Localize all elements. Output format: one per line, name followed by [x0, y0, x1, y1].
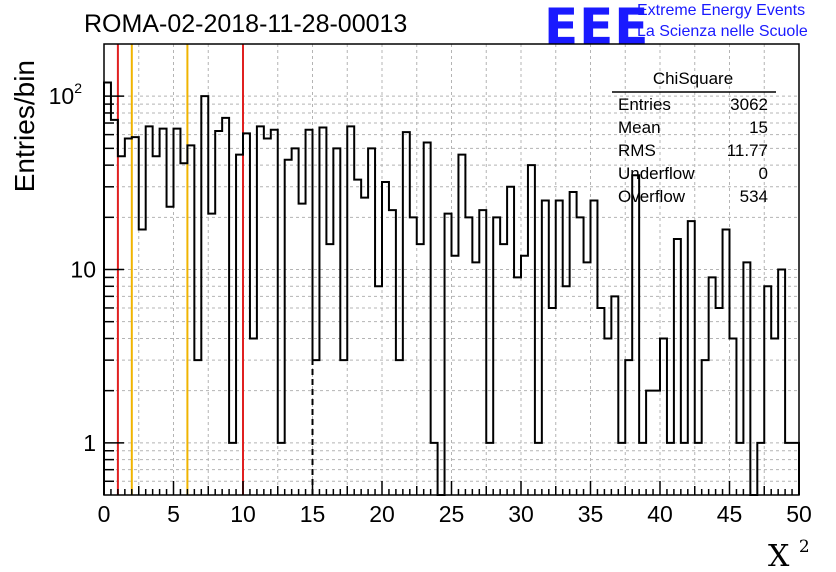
run-title: ROMA-02-2018-11-28-00013 [84, 10, 408, 38]
x-axis-label: X 2 [768, 537, 810, 572]
stats-box: ChiSquare Entries 3062 Mean 15 RMS 11.77 Under… [612, 69, 776, 206]
eee-tagline-1: Extreme Energy Events [637, 2, 806, 19]
x-tick-label: 20 [369, 501, 395, 527]
y-axis-label: Entries/bin [9, 60, 40, 192]
stats-label: Mean [618, 118, 661, 137]
x-tick-label: 0 [98, 501, 111, 527]
stats-value: 15 [749, 118, 768, 137]
stats-label: Overflow [618, 187, 686, 206]
stats-rows: Entries 3062 Mean 15 RMS 11.77 Underflow 0 Overf… [618, 95, 768, 206]
histogram-outline [103, 81, 800, 496]
y-tick-label-superscript: 2 [74, 80, 82, 96]
stats-value: 0 [759, 164, 768, 183]
y-tick-label-base: 10 [49, 83, 75, 109]
x-axis-label-main: X [768, 539, 790, 572]
axis-ticks [103, 95, 800, 495]
y-tick-label: 10 [70, 257, 96, 283]
grid-lines [104, 44, 799, 495]
eee-tagline-2: La Scienza nelle Scuole [637, 23, 808, 40]
x-tick-label: 5 [167, 501, 180, 527]
eee-logo: EEE [544, 0, 650, 56]
y-tick-label: 1 [83, 430, 96, 456]
x-tick-label: 50 [786, 501, 812, 527]
x-axis-label-superscript: 2 [799, 537, 810, 557]
stats-value: 11.77 [727, 141, 768, 160]
x-tick-label: 30 [508, 501, 534, 527]
x-tick-label: 15 [300, 501, 326, 527]
x-tick-label: 25 [439, 501, 465, 527]
stats-value: 534 [740, 187, 768, 206]
x-tick-label: 10 [230, 501, 256, 527]
stats-value: 3062 [730, 95, 768, 114]
x-tick-label: 45 [717, 501, 743, 527]
stats-label: Entries [618, 95, 671, 114]
x-tick-label: 35 [578, 501, 604, 527]
stats-label: Underflow [618, 164, 695, 183]
stats-label: RMS [618, 141, 656, 160]
x-tick-label: 40 [647, 501, 673, 527]
y-tick-label: 102 [49, 80, 83, 109]
stats-title: ChiSquare [653, 69, 733, 88]
